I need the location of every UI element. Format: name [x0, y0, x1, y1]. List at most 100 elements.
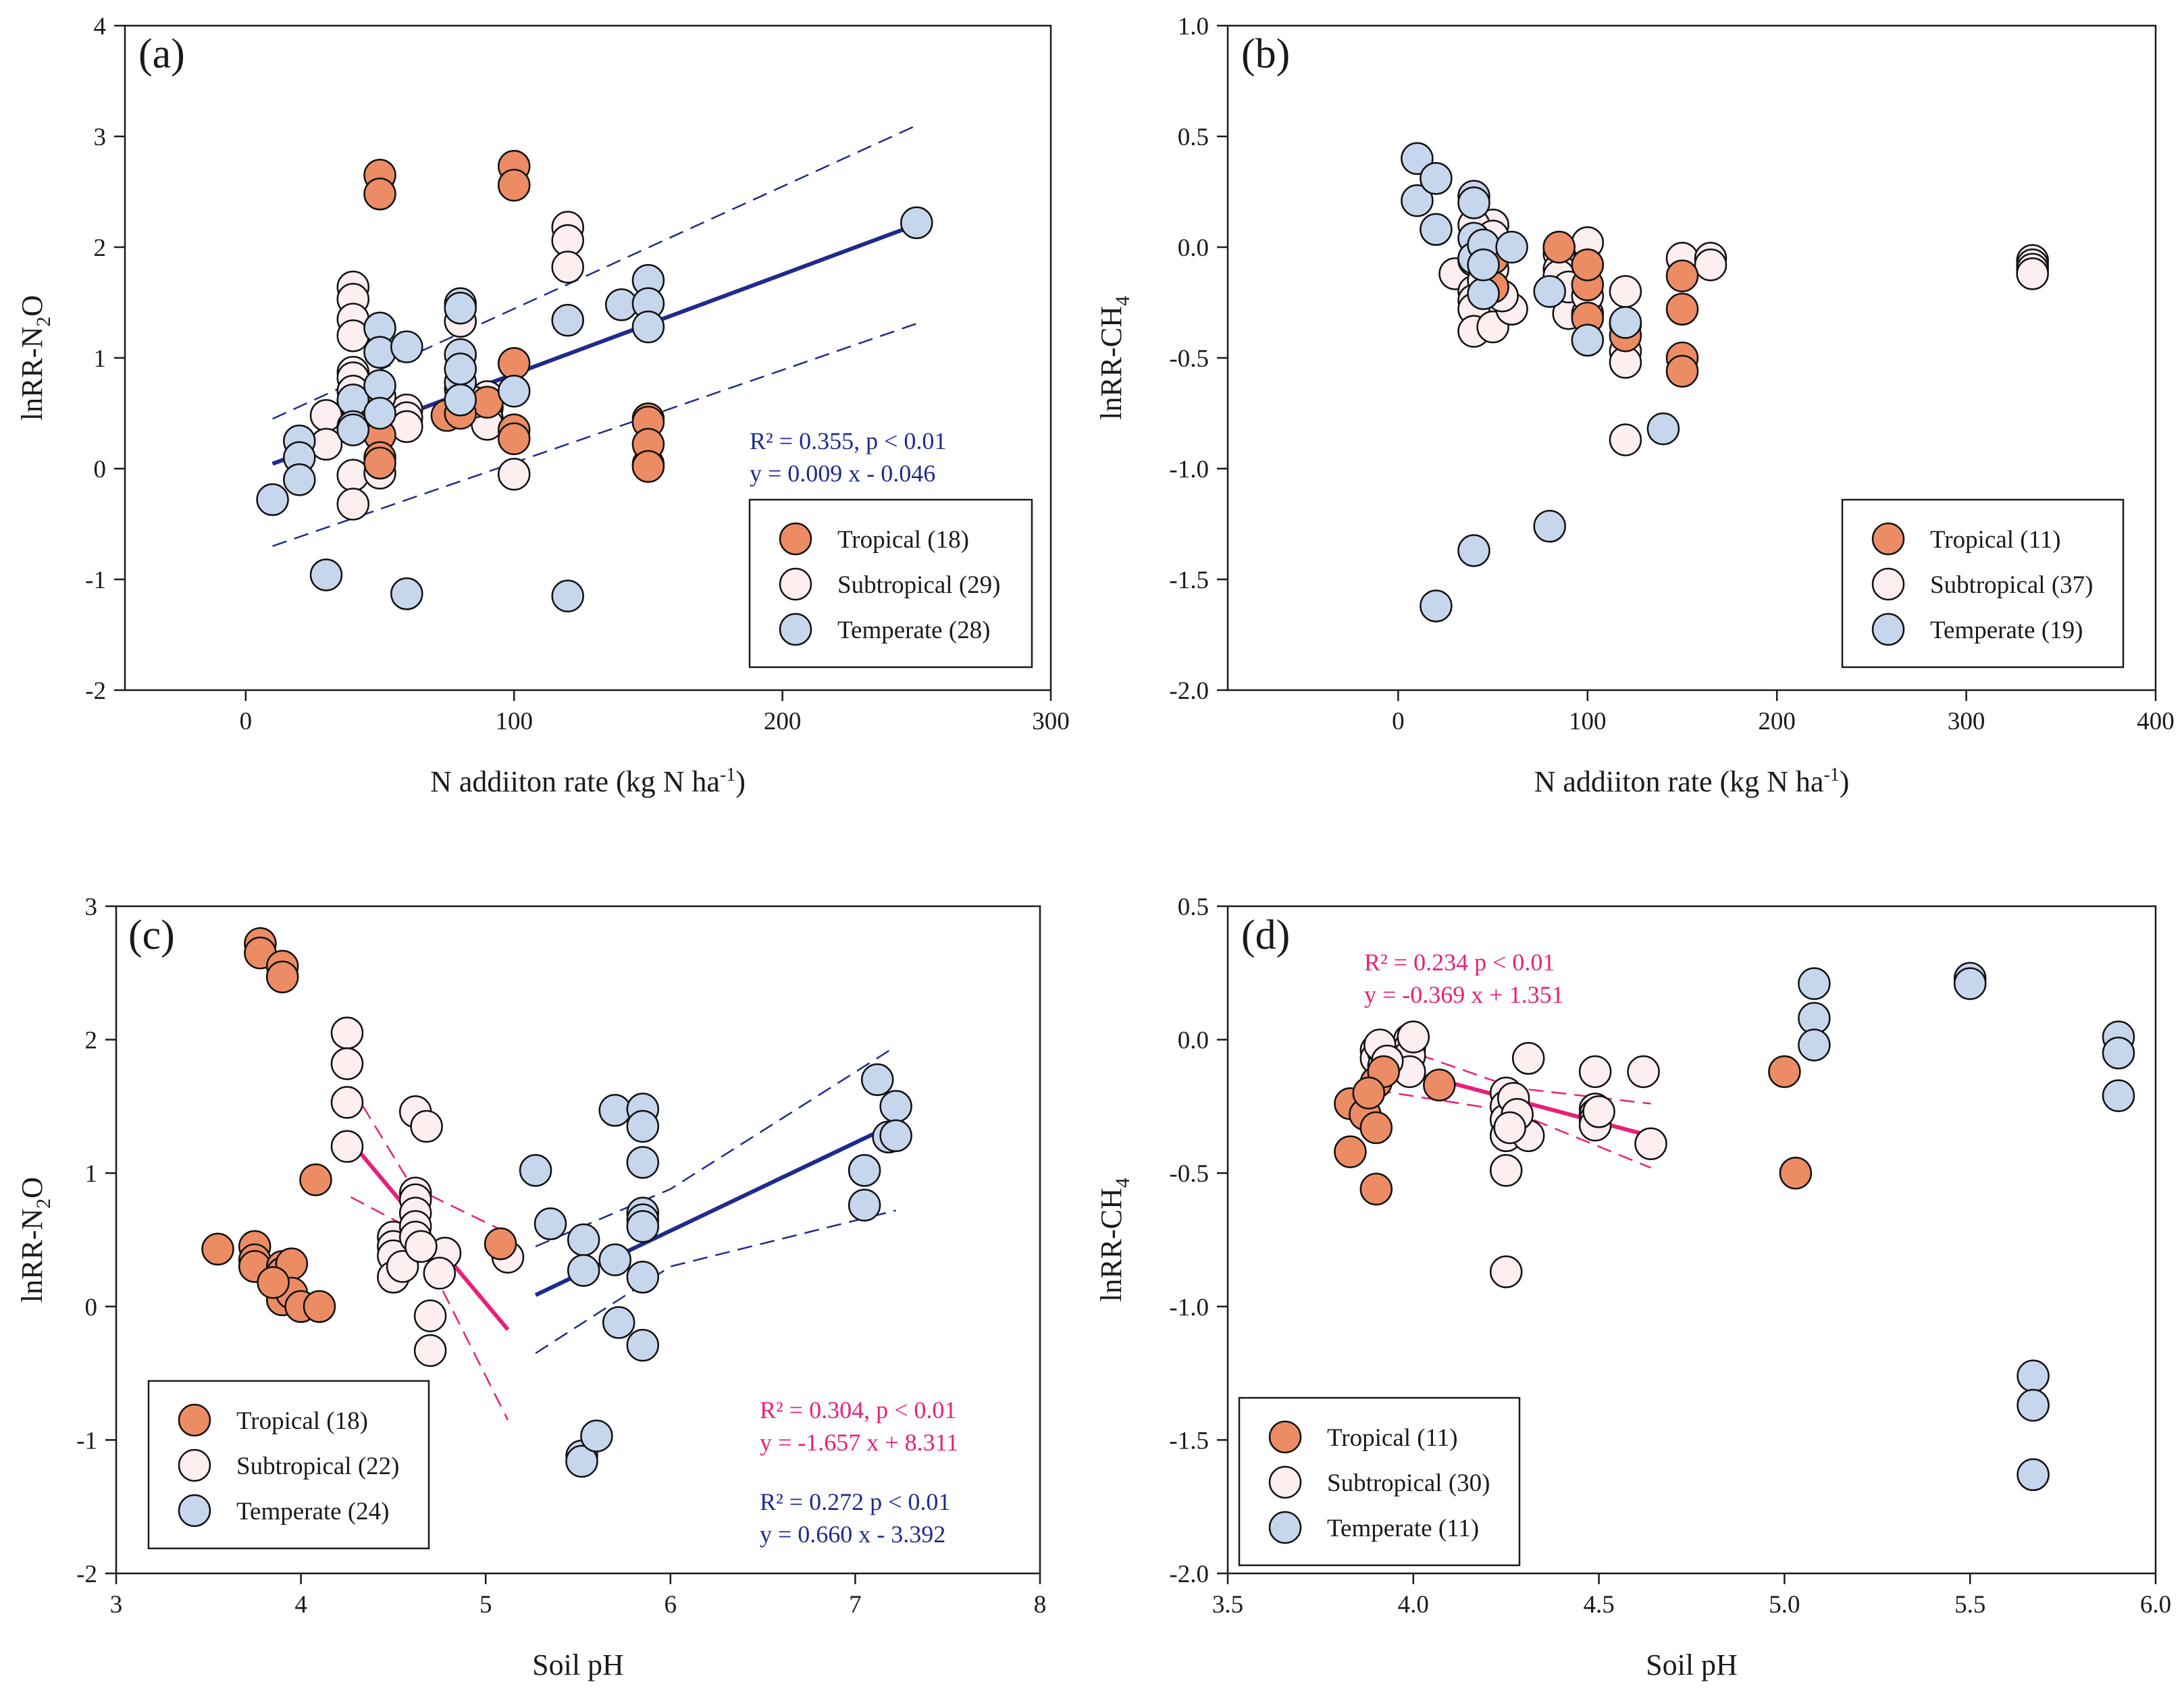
- panel-c-chart: 3 4 5 6 7 8 -2 -1 0 1 2 3 Soil pH lnRR-N2O (c) R² = 0.3…: [16, 893, 1046, 1681]
- y-tick-label: -1.5: [1169, 567, 1209, 594]
- data-point-tropical: [497, 346, 531, 380]
- x-tick-label: 5.0: [1769, 1591, 1800, 1619]
- regression-annotation: R² = 0.272 p < 0.01: [760, 1488, 950, 1515]
- y-tick-label: 0.5: [1178, 124, 1209, 151]
- legend-marker-tropical: [178, 1403, 211, 1437]
- y-axis-label: lnRR-CH4: [1095, 296, 1134, 420]
- data-point-subtropical: [1582, 1095, 1615, 1128]
- data-point-temperate: [1798, 967, 1831, 1000]
- plot-frame: [1226, 905, 2157, 1575]
- x-axis-label: N addiiton rate (kg N ha-1): [1534, 764, 1850, 798]
- y-axis-label: lnRR-N2O: [16, 1177, 55, 1303]
- y-tick-label: -1.5: [1169, 1427, 1209, 1455]
- regression-annotation: y = -1.657 x + 8.311: [760, 1429, 958, 1456]
- x-tick-label: 200: [1758, 708, 1796, 735]
- y-tick-label: -0.5: [1169, 1160, 1209, 1188]
- data-point-subtropical: [330, 1086, 364, 1119]
- data-point-subtropical: [1489, 1255, 1523, 1288]
- data-point-subtropical: [1609, 275, 1642, 308]
- data-point-temperate: [1646, 412, 1680, 446]
- data-point-temperate: [444, 291, 477, 325]
- y-axis-label-subscript: 2: [32, 317, 55, 327]
- data-point-temperate: [363, 369, 396, 402]
- x-axis-label-superscript: -1: [1823, 764, 1839, 785]
- data-point-temperate: [602, 1306, 635, 1339]
- data-point-tropical: [484, 1227, 517, 1261]
- x-axis-label: N addiiton rate (kg N ha-1): [430, 764, 746, 798]
- x-axis-label-tail: ): [1840, 765, 1850, 798]
- legend-marker-temperate: [178, 1494, 211, 1527]
- data-point-temperate: [1798, 1028, 1831, 1062]
- x-tick-label: 6.0: [2140, 1591, 2171, 1619]
- x-tick-label: 0: [1392, 708, 1405, 735]
- panel-tag: (b): [1241, 31, 1290, 77]
- data-point-subtropical: [497, 457, 531, 491]
- legend-marker-temperate: [779, 612, 812, 646]
- y-tick-label: 0: [94, 456, 107, 483]
- x-tick-label: 100: [1569, 708, 1607, 735]
- legend-marker-temperate: [1268, 1511, 1302, 1544]
- y-tick-label: -1: [76, 1427, 97, 1455]
- data-point-temperate: [580, 1419, 613, 1453]
- data-point-temperate: [336, 413, 370, 446]
- data-point-temperate: [1401, 142, 1434, 176]
- panel-tag: (d): [1241, 912, 1290, 958]
- y-tick-label: 1: [94, 345, 107, 373]
- data-point-tropical: [1542, 230, 1576, 264]
- y-tick-label: 0: [85, 1294, 98, 1322]
- data-point-subtropical: [405, 1230, 438, 1263]
- data-point-subtropical: [413, 1334, 447, 1367]
- y-tick-label: -2.0: [1169, 1561, 1209, 1588]
- legend-label: Temperate (28): [837, 617, 990, 644]
- data-point-temperate: [497, 374, 531, 408]
- legend-label: Temperate (11): [1327, 1515, 1479, 1542]
- data-point-temperate: [2017, 1388, 2050, 1422]
- data-point-subtropical: [2016, 257, 2049, 290]
- y-tick-label: -1.0: [1169, 1294, 1209, 1322]
- y-tick-label: 3: [94, 124, 107, 151]
- x-tick-label: 8: [1034, 1591, 1047, 1619]
- data-point-temperate: [879, 1090, 912, 1123]
- data-point-tropical: [497, 168, 531, 202]
- legend-marker-subtropical: [178, 1448, 211, 1482]
- data-point-temperate: [283, 463, 316, 496]
- data-point-tropical: [1779, 1156, 1813, 1190]
- data-point-tropical: [265, 960, 299, 993]
- legend-label: Temperate (19): [1930, 617, 2083, 644]
- data-point-temperate: [390, 330, 423, 363]
- data-point-temperate: [2017, 1359, 2050, 1392]
- legend-marker-subtropical: [779, 567, 812, 601]
- data-point-temperate: [626, 1209, 660, 1243]
- data-point-tropical: [1665, 259, 1699, 292]
- confidence-band-upper: [535, 1045, 897, 1248]
- data-point-tropical: [1768, 1055, 1801, 1089]
- data-point-temperate: [598, 1243, 631, 1276]
- y-tick-label: -2: [76, 1561, 97, 1588]
- legend-label: Subtropical (22): [236, 1453, 399, 1480]
- y-tick-label: -2.0: [1169, 677, 1209, 705]
- regression-annotation: y = -0.369 x + 1.351: [1364, 981, 1564, 1008]
- x-tick-label: 4.5: [1583, 1591, 1614, 1619]
- data-point-temperate: [1495, 230, 1528, 264]
- x-tick-label: 3: [110, 1591, 123, 1619]
- data-point-temperate: [879, 1119, 912, 1153]
- confidence-band-lower: [535, 1209, 896, 1355]
- data-point-tropical: [1359, 1111, 1393, 1145]
- data-point-subtropical: [1397, 1020, 1430, 1053]
- data-point-temperate: [2017, 1458, 2050, 1492]
- data-point-temperate: [534, 1207, 567, 1240]
- x-tick-label: 5: [479, 1591, 492, 1619]
- y-tick-label: -2: [85, 677, 106, 705]
- data-point-temperate: [1609, 306, 1642, 339]
- legend-marker-tropical: [1871, 522, 1905, 556]
- data-point-temperate: [1467, 277, 1500, 311]
- data-point-tropical: [631, 450, 665, 483]
- data-point-subtropical: [1627, 1055, 1660, 1089]
- y-tick-label: 3: [85, 893, 98, 921]
- data-point-temperate: [390, 577, 423, 610]
- data-point-temperate: [565, 1444, 598, 1478]
- confidence-band-lower: [350, 1196, 509, 1421]
- y-axis-label: lnRR-N2O: [16, 295, 55, 421]
- data-point-subtropical: [330, 1047, 364, 1080]
- data-point-subtropical: [1493, 1111, 1526, 1145]
